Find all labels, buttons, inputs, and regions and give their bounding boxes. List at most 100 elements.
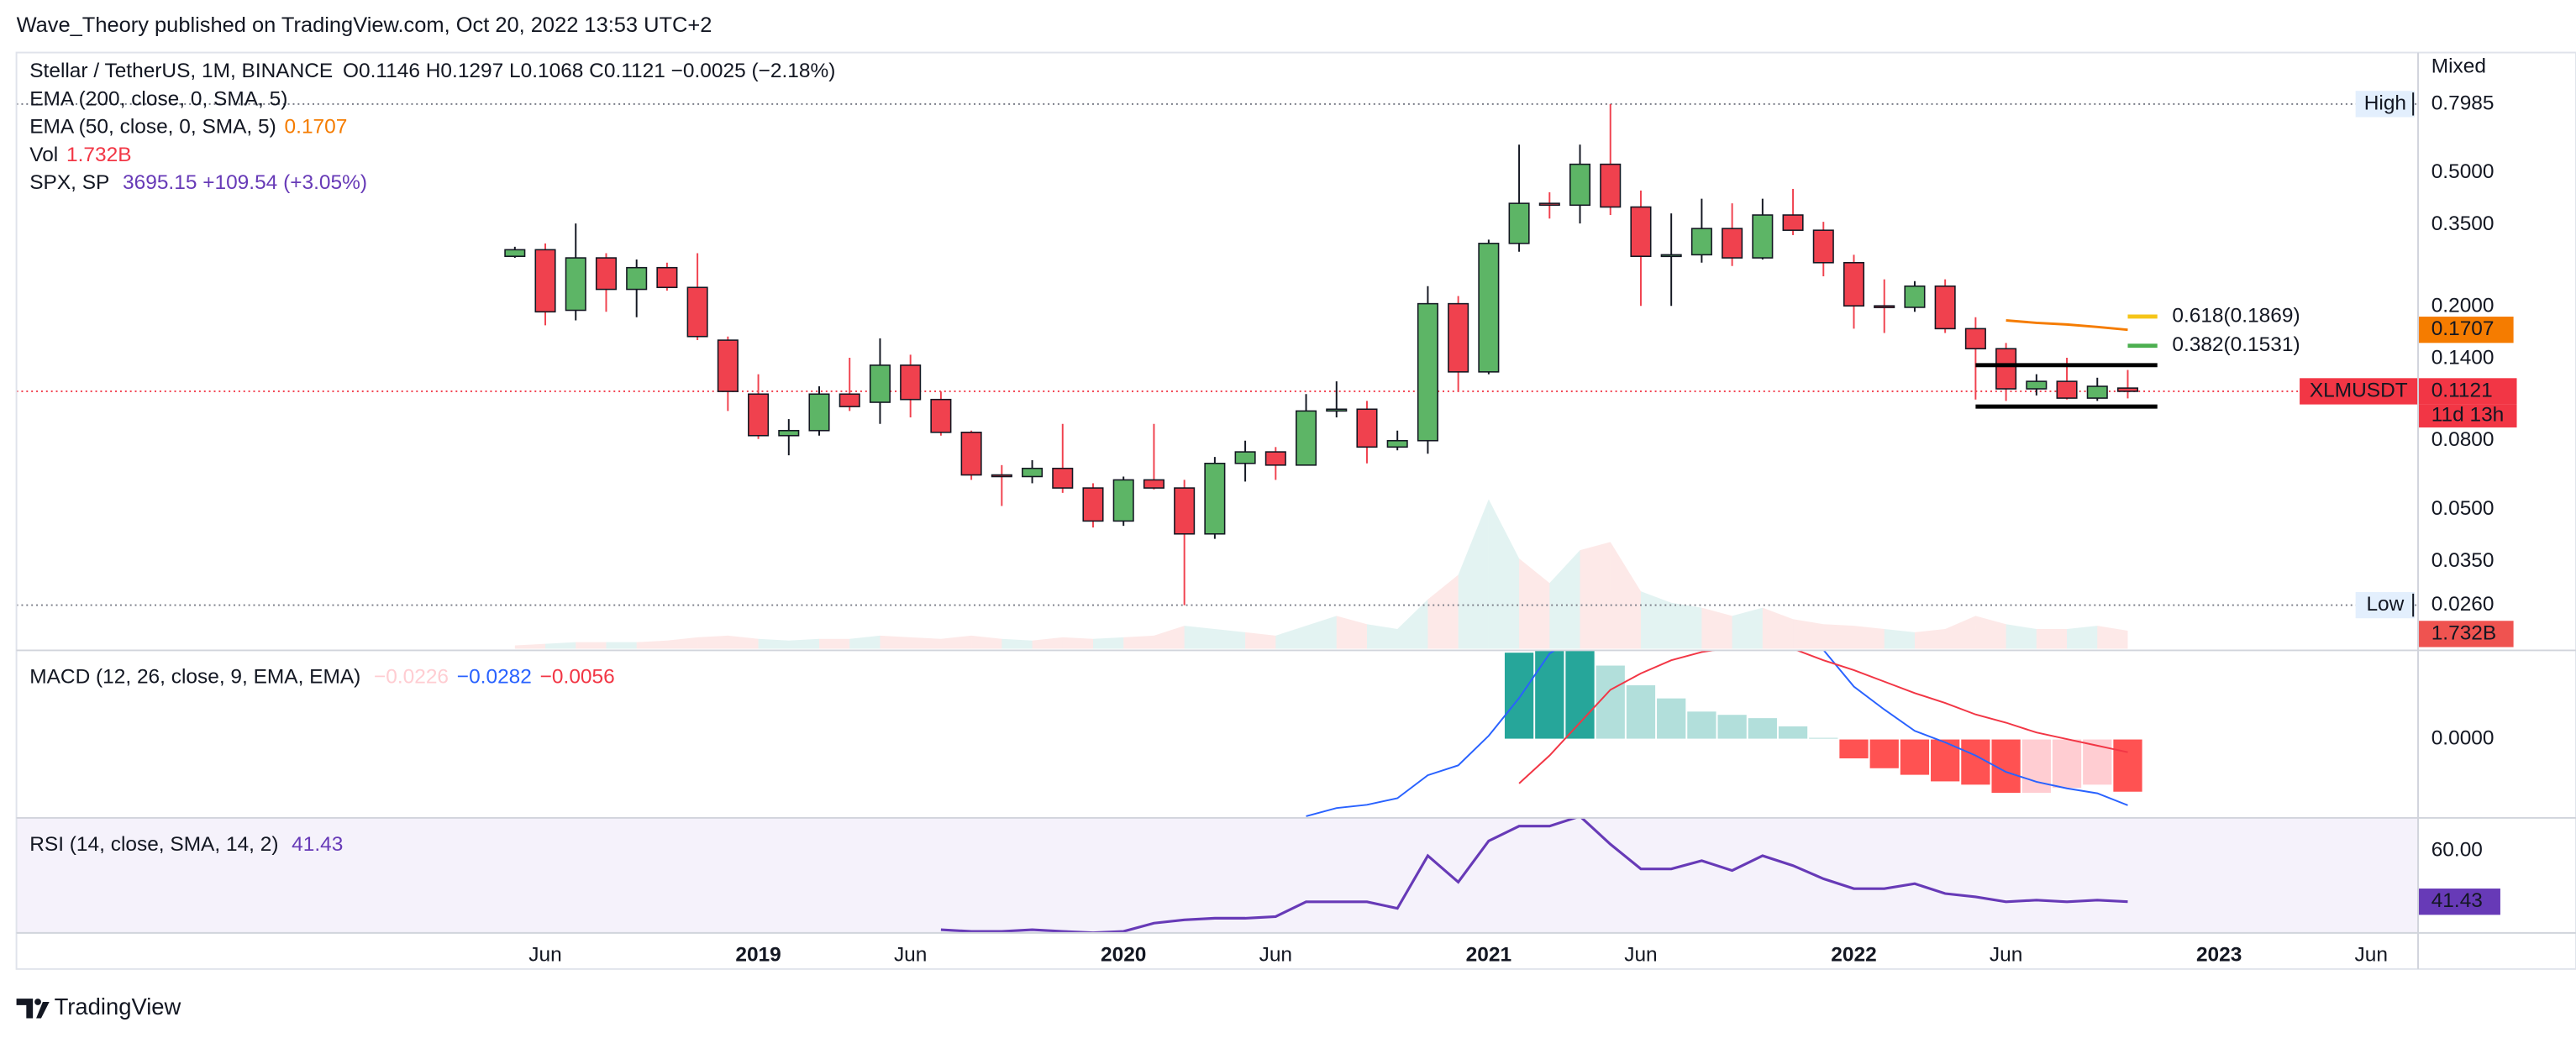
- volume-area: [2006, 624, 2037, 649]
- rsi-badge: [2418, 889, 2500, 915]
- vol-name: Vol: [29, 144, 58, 166]
- level-label: Low: [2366, 593, 2404, 616]
- price-pane: [16, 102, 2419, 649]
- volume-area: [697, 635, 728, 649]
- candle-body: [1356, 408, 1378, 448]
- volume-area: [576, 642, 607, 649]
- macd-histogram-bar: [1747, 717, 1778, 740]
- candle-body: [1417, 302, 1438, 442]
- rsi-value: 41.43: [292, 834, 343, 857]
- macd-histogram-bar: [1960, 738, 1991, 786]
- y-tick-label: 60.00: [2431, 839, 2483, 862]
- header: Wave_Theory published on TradingView.com…: [17, 13, 712, 37]
- volume-area: [2036, 629, 2068, 649]
- macd-histogram-bar: [1716, 714, 1748, 740]
- signal-value: −0.0056: [540, 666, 615, 689]
- candle-body: [1812, 229, 1834, 264]
- volume-area: [728, 635, 759, 649]
- candle-body: [1508, 202, 1530, 244]
- macd-histogram-bar: [2082, 738, 2113, 786]
- candle-body: [900, 364, 922, 401]
- scale-mode[interactable]: Mixed: [2431, 55, 2486, 78]
- candle-body: [2056, 380, 2078, 399]
- candle-body: [991, 474, 1012, 478]
- candle-body: [1082, 487, 1104, 522]
- fib-label: 0.618(0.1869): [2172, 304, 2300, 327]
- volume-area: [1914, 629, 1946, 649]
- volume-area: [940, 635, 972, 649]
- macd-histogram-bar: [1564, 650, 1596, 740]
- candle-body: [2026, 380, 2048, 390]
- compare-name: SPX, SP: [29, 171, 109, 194]
- candle-body: [1995, 348, 2017, 390]
- candle-body: [1782, 214, 1804, 231]
- candle-body: [1752, 214, 1774, 259]
- legend-compare: SPX, SP 3695.15 +109.54 (+3.05%): [29, 171, 367, 194]
- fib-label: 0.382(0.1531): [2172, 333, 2300, 356]
- y-tick-label: 0.0800: [2431, 428, 2495, 451]
- candle-body: [717, 339, 739, 392]
- volume-area: [2097, 626, 2128, 649]
- volume-badge: [2418, 621, 2514, 647]
- candle-body: [504, 249, 526, 257]
- macd-pane: [1306, 650, 2143, 817]
- x-tick-label: Jun: [1624, 944, 1657, 967]
- ema-badge: [2418, 317, 2514, 343]
- macd-histogram-bar: [1656, 697, 1687, 740]
- candle-body: [808, 393, 830, 432]
- macd-value: −0.0282: [457, 666, 532, 689]
- macd-histogram-bar: [1686, 710, 1717, 740]
- vol-value: 1.732B: [66, 144, 131, 166]
- candle-body: [2086, 385, 2108, 399]
- macd-line: [1306, 650, 2128, 817]
- legend-ema200: EMA (200, close, 0, SMA, 5): [29, 88, 287, 111]
- candle-body: [1143, 479, 1164, 489]
- x-tick-label: Jun: [2355, 944, 2388, 967]
- volume-area: [1123, 635, 1154, 649]
- candle-body: [2116, 387, 2139, 392]
- level-badge: [2355, 91, 2416, 118]
- candle-body: [1112, 479, 1134, 522]
- last-price-name: XLMUSDT: [2310, 379, 2408, 401]
- volume-area: [1945, 616, 1976, 649]
- ema-line: [2006, 319, 2128, 332]
- candle-body: [595, 257, 617, 291]
- macd-histogram-bar: [1930, 738, 1961, 783]
- volume-area: [1397, 599, 1428, 649]
- macd-histogram-bar: [1838, 738, 1869, 760]
- candle-body: [686, 286, 708, 338]
- footer-logo: [16, 999, 50, 1019]
- volume-area: [1214, 629, 1246, 649]
- volume-area: [1975, 616, 2006, 649]
- volume-area: [545, 642, 576, 649]
- ema-name: EMA (200, close, 0, SMA, 5): [29, 88, 287, 111]
- y-tick-label: 0.5000: [2431, 160, 2495, 183]
- candle-body: [1052, 467, 1074, 489]
- candle-body: [534, 249, 556, 313]
- candle-body: [1386, 439, 1408, 448]
- volume-area: [1366, 624, 1398, 649]
- macd-histogram-bar: [2021, 738, 2052, 794]
- candle-body: [1204, 462, 1226, 535]
- candle-body: [960, 432, 982, 476]
- x-tick-label: 2020: [1101, 944, 1146, 967]
- macd-histogram-bar: [1595, 664, 1626, 740]
- macd-histogram-bar: [2112, 738, 2143, 793]
- candle-body: [930, 398, 952, 433]
- candle-body: [1264, 451, 1286, 466]
- last-price-badge: [2300, 378, 2517, 405]
- volume-area: [819, 638, 850, 649]
- volume-area: [1488, 499, 1520, 649]
- candle-body: [1690, 228, 1712, 256]
- candle-body: [839, 393, 860, 407]
- x-tick-label: Jun: [528, 944, 561, 967]
- x-tick-label: Jun: [1259, 944, 1292, 967]
- candle-body: [1296, 410, 1317, 466]
- volume-area: [880, 635, 911, 649]
- macd-histogram-bar: [1869, 738, 1900, 769]
- legend-macd: MACD (12, 26, close, 9, EMA, EMA) −0.0226…: [29, 666, 614, 689]
- macd-histogram-bar: [1777, 725, 1809, 740]
- volume-area: [636, 640, 667, 649]
- rsi-line: [940, 817, 2128, 933]
